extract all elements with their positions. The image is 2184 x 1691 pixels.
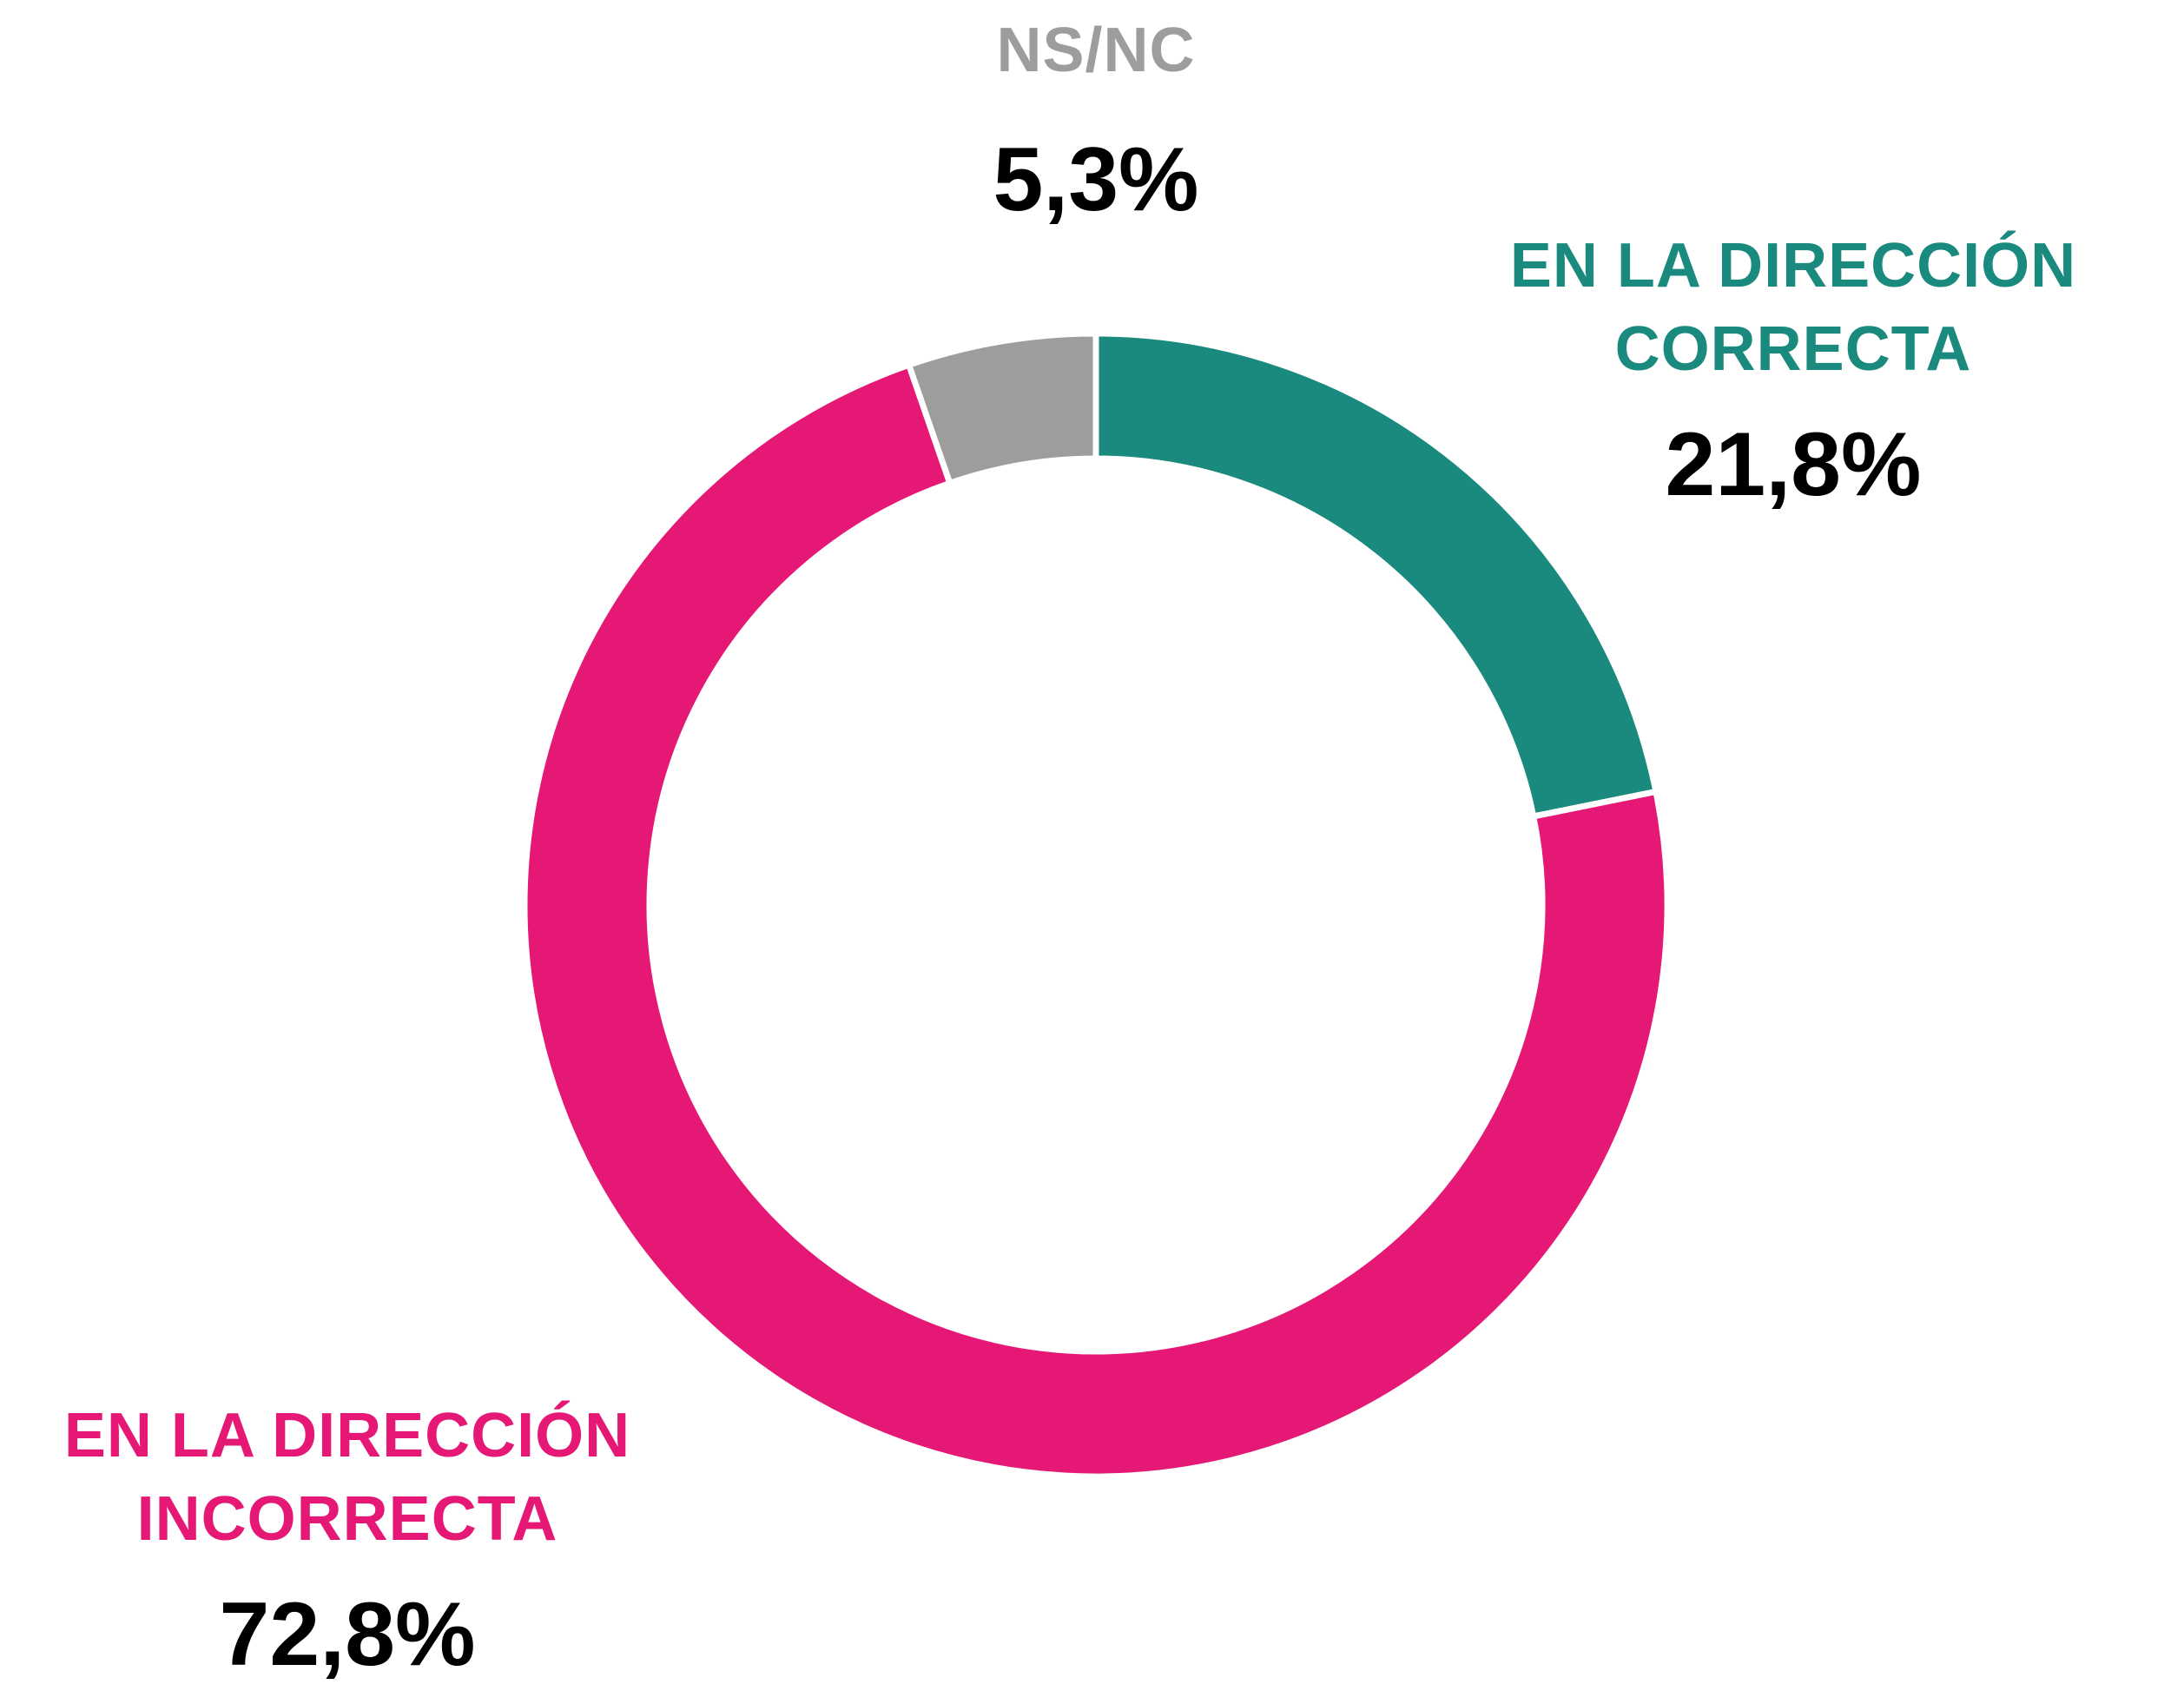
donut-slice: [905, 330, 1099, 487]
donut-slice: [1092, 330, 1660, 821]
category-label: NS/NC: [996, 16, 1196, 85]
label-group: NS/NC 5,3%: [749, 9, 1443, 236]
donut-slice: [521, 360, 1671, 1480]
label-group: EN LA DIRECCIÓN CORRECTA 21,8%: [1420, 224, 2167, 521]
label-group: EN LA DIRECCIÓN INCORRECTA 72,8%: [0, 1394, 695, 1691]
value-label: 72,8%: [219, 1584, 476, 1685]
category-label: EN LA DIRECCIÓN INCORRECTA: [63, 1401, 631, 1554]
value-label: 21,8%: [1665, 414, 1922, 515]
value-label: 5,3%: [993, 129, 1199, 230]
category-label: EN LA DIRECCIÓN CORRECTA: [1509, 231, 2077, 384]
